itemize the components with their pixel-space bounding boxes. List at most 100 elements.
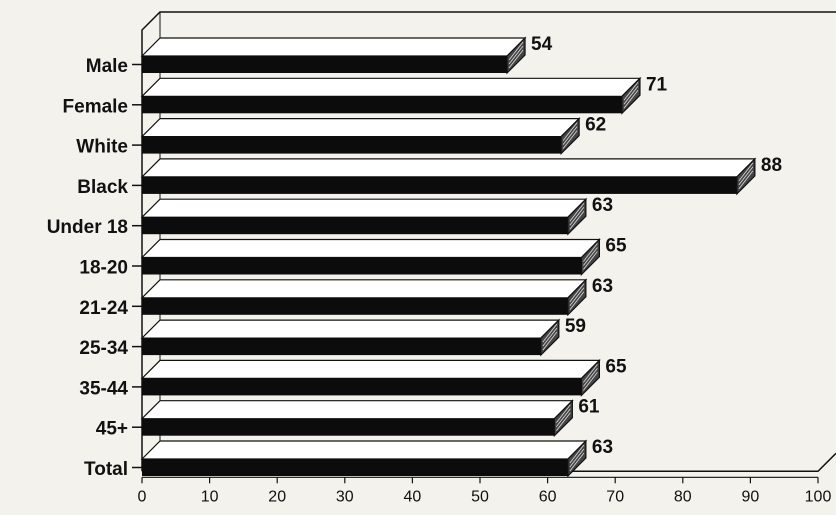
category-labels: Male Female White Black Under 18 18-20 21-24 25… — [47, 56, 142, 480]
category-label: 18-20 — [79, 258, 128, 279]
x-tick-label: 30 — [336, 488, 354, 505]
value-label: 62 — [585, 115, 606, 136]
bar-end-hatch — [556, 412, 571, 431]
value-label: 71 — [646, 74, 668, 95]
x-tick-label: 50 — [471, 488, 489, 505]
bar-top-face — [140, 198, 588, 218]
category-label: Male — [86, 56, 128, 77]
category-label: Under 18 — [47, 217, 128, 238]
bar-end-hatch — [562, 122, 578, 141]
bar-end-hatch — [569, 444, 585, 464]
bar-front-face — [142, 56, 508, 73]
bar-end-hatch — [583, 368, 598, 387]
bar — [140, 117, 581, 156]
bar — [140, 358, 601, 397]
bar-front-face — [142, 459, 568, 476]
bar-end-hatch — [569, 287, 585, 307]
x-tick-label: 80 — [674, 488, 692, 505]
bar-top-face — [140, 77, 642, 97]
bar-top-face — [140, 238, 601, 259]
bar-end-hatch — [508, 41, 524, 61]
value-label: 63 — [592, 195, 613, 216]
bar-front-face — [142, 176, 737, 194]
x-tick-label: 60 — [539, 488, 557, 505]
category-label: 25-34 — [79, 338, 128, 359]
bar-end-hatch — [569, 452, 585, 472]
bar — [140, 439, 588, 478]
bar-front-face — [142, 136, 562, 154]
x-tick-label: 70 — [606, 488, 624, 505]
category-label: 45+ — [96, 419, 128, 440]
bar-top-face — [140, 117, 581, 138]
x-tick-label: 90 — [742, 488, 760, 505]
bar-end-hatch — [583, 372, 598, 391]
bar-end-hatch — [623, 86, 639, 105]
x-tick-label: 0 — [138, 488, 147, 505]
x-tick-label: 100 — [805, 488, 832, 505]
bar-top-face — [140, 37, 527, 57]
back-wall-edge — [141, 11, 836, 472]
bar — [140, 36, 527, 75]
bar-end-hatch — [623, 90, 639, 109]
bar-end-hatch — [569, 206, 585, 226]
bar-top-face — [140, 158, 757, 178]
x-axis: 0 10 20 30 40 50 60 70 80 90 100 — [138, 476, 832, 505]
bar-end-hatch — [556, 404, 571, 423]
bar-end-hatch — [542, 327, 558, 347]
bar-front-face — [142, 418, 555, 436]
bar-end-hatch — [738, 170, 754, 190]
bar-end-hatch — [583, 247, 598, 266]
bar — [140, 197, 588, 236]
bar-end-hatch — [508, 45, 524, 65]
bar-front-face — [142, 297, 568, 315]
x-tick-label: 10 — [201, 488, 219, 505]
bar-end-hatch — [562, 126, 578, 145]
category-label: 21-24 — [79, 298, 128, 319]
value-label: 61 — [578, 397, 600, 418]
value-label: 63 — [592, 276, 613, 297]
bar-top-face — [140, 279, 588, 299]
bar-top-face — [140, 319, 561, 339]
bar-end-hatch — [738, 166, 754, 186]
value-label: 65 — [605, 236, 627, 257]
bar-front-face — [142, 378, 582, 396]
bar — [140, 278, 588, 317]
bar — [140, 318, 561, 357]
bar-end-hatch — [542, 323, 558, 343]
bar-end-hatch — [542, 331, 558, 351]
x-tick-label: 40 — [404, 488, 422, 505]
bar — [140, 238, 601, 276]
bar — [140, 157, 757, 196]
bar-top-face — [140, 359, 601, 379]
bar-top-face — [140, 400, 574, 420]
bars-group — [140, 36, 757, 478]
value-label: 88 — [761, 155, 782, 176]
bar-end-hatch — [583, 364, 598, 383]
bar-front-face — [142, 96, 622, 114]
bar-end-hatch — [738, 162, 754, 182]
bar-front-face — [142, 257, 582, 275]
bar-end-hatch — [623, 82, 639, 101]
bar-end-hatch — [583, 243, 598, 262]
bar-end-hatch — [562, 130, 578, 149]
bar-top-face — [140, 440, 588, 460]
bar-end-hatch — [569, 210, 585, 230]
bar-end-hatch — [556, 408, 571, 427]
value-label: 59 — [565, 316, 586, 337]
category-label: Female — [63, 96, 128, 117]
category-label: Black — [77, 177, 128, 198]
category-label: 35-44 — [79, 378, 128, 399]
bar-end-hatch — [583, 251, 598, 270]
value-label: 63 — [592, 437, 613, 458]
bar-end-hatch — [569, 283, 585, 303]
bar-front-face — [142, 338, 541, 356]
category-label: Total — [84, 459, 128, 480]
value-label: 65 — [605, 356, 627, 377]
bar-end-hatch — [569, 202, 585, 222]
bar — [140, 76, 642, 115]
bar-end-hatch — [569, 291, 585, 311]
bar-front-face — [142, 217, 568, 235]
bar-end-hatch — [569, 448, 585, 468]
